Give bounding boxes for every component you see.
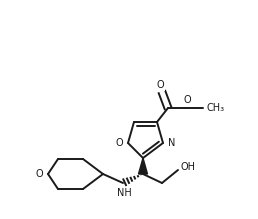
Text: O: O [183, 95, 191, 105]
Text: O: O [156, 80, 164, 90]
Text: N: N [168, 138, 176, 148]
Text: O: O [35, 169, 43, 179]
Text: O: O [115, 138, 123, 148]
Text: OH: OH [181, 162, 196, 172]
Text: CH₃: CH₃ [207, 103, 225, 113]
Text: NH: NH [117, 188, 131, 198]
Polygon shape [139, 158, 148, 174]
